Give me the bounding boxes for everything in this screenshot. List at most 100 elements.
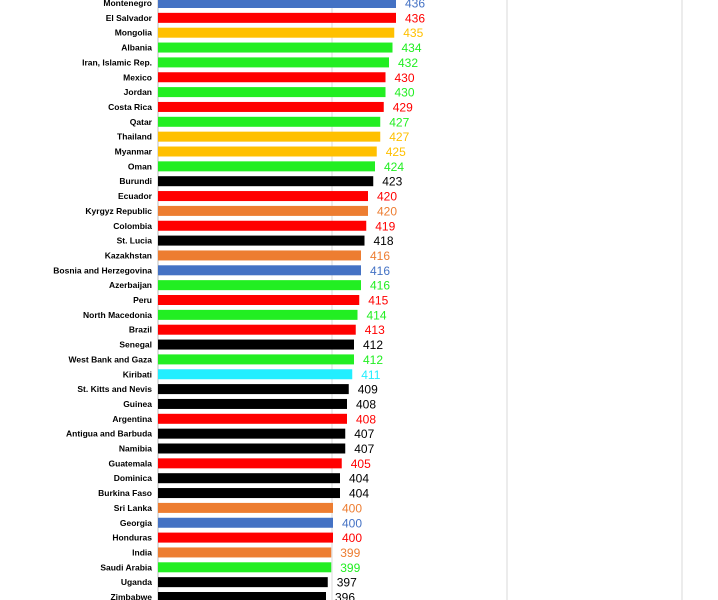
bar (158, 161, 375, 172)
category-label: Guinea (123, 399, 152, 409)
value-label: 409 (358, 383, 378, 397)
value-label: 429 (393, 100, 413, 114)
value-label: 430 (395, 86, 415, 100)
bar (158, 235, 365, 246)
value-label: 404 (349, 487, 369, 501)
category-label: Oman (128, 161, 152, 171)
value-label: 432 (398, 56, 418, 70)
category-label: Uganda (121, 577, 152, 587)
value-label: 423 (382, 175, 402, 189)
bar (158, 220, 367, 231)
value-label: 424 (384, 160, 404, 174)
value-label: 427 (389, 130, 409, 144)
bar (158, 428, 346, 439)
bar (158, 547, 332, 558)
bar (158, 413, 347, 424)
bar (158, 369, 353, 380)
category-label: Guatemala (109, 458, 153, 468)
bar (158, 101, 384, 112)
value-label: 436 (405, 0, 425, 11)
category-label: Ecuador (118, 191, 153, 201)
value-label: 407 (354, 427, 374, 441)
category-label: Burkina Faso (98, 488, 152, 498)
value-label: 400 (342, 501, 362, 515)
value-label: 425 (386, 145, 406, 159)
bar (158, 72, 386, 83)
bar (158, 265, 361, 276)
category-label: Dominica (114, 473, 153, 483)
category-label: Montenegro (103, 0, 152, 8)
bar (158, 280, 361, 291)
bar (158, 27, 395, 38)
bars-group (158, 0, 396, 600)
category-label: Saudi Arabia (100, 562, 152, 572)
bar (158, 398, 347, 409)
bar (158, 42, 393, 53)
bar (158, 532, 333, 543)
value-label: 427 (389, 115, 409, 129)
bar (158, 324, 356, 335)
bar (158, 354, 354, 365)
bar (158, 205, 368, 216)
value-label: 434 (402, 41, 422, 55)
category-label: Colombia (113, 221, 152, 231)
category-label: Albania (121, 43, 152, 53)
category-label: St. Kitts and Nevis (77, 384, 152, 394)
bar (158, 146, 377, 157)
value-label: 404 (349, 472, 369, 486)
value-label: 407 (354, 442, 374, 456)
value-label: 399 (340, 546, 360, 560)
value-label: 412 (363, 353, 383, 367)
category-label: Burundi (119, 176, 152, 186)
bar (158, 295, 360, 305)
bar (158, 592, 326, 600)
category-labels: Montenegro El Salvador Mongolia Albania Iran… (53, 0, 152, 600)
category-label: Mexico (123, 72, 152, 82)
category-label: Honduras (112, 533, 152, 543)
bar (158, 309, 358, 320)
category-label: Iran, Islamic Rep. (82, 57, 152, 67)
bar (158, 458, 342, 469)
category-label: Antigua and Barbuda (66, 429, 152, 439)
category-label: Senegal (119, 340, 152, 350)
category-label: Peru (133, 295, 152, 305)
bar (158, 131, 381, 142)
category-label: Azerbaijan (109, 280, 152, 290)
value-label: 416 (370, 264, 390, 278)
category-label: Jordan (124, 87, 152, 97)
category-label: Argentina (112, 414, 152, 424)
category-label: North Macedonia (83, 310, 152, 320)
value-label: 400 (342, 531, 362, 545)
value-label: 408 (356, 412, 376, 426)
bar (158, 502, 333, 513)
category-label: Kazakhstan (105, 250, 152, 260)
category-label: Brazil (129, 325, 152, 335)
value-label: 396 (335, 591, 355, 600)
bar (158, 250, 361, 261)
bar (158, 116, 381, 127)
value-label: 420 (377, 204, 397, 218)
bar (158, 384, 349, 395)
value-label: 413 (365, 323, 385, 337)
bar (158, 488, 340, 499)
value-label: 416 (370, 279, 390, 293)
bar (158, 517, 333, 528)
category-label: St. Lucia (117, 236, 153, 246)
bar (158, 57, 389, 68)
value-label: 416 (370, 249, 390, 263)
category-label: Myanmar (115, 147, 153, 157)
value-label: 414 (367, 308, 387, 322)
value-label: 418 (374, 234, 394, 248)
value-label: 430 (395, 71, 415, 85)
value-label: 415 (368, 294, 388, 308)
category-label: Mongolia (115, 28, 153, 38)
bar (158, 191, 368, 202)
category-label: El Salvador (106, 13, 153, 23)
bar (158, 176, 374, 187)
bar (158, 443, 346, 454)
value-label: 419 (375, 219, 395, 233)
category-label: Qatar (130, 117, 153, 127)
value-label: 420 (377, 190, 397, 204)
value-label: 397 (337, 576, 357, 590)
